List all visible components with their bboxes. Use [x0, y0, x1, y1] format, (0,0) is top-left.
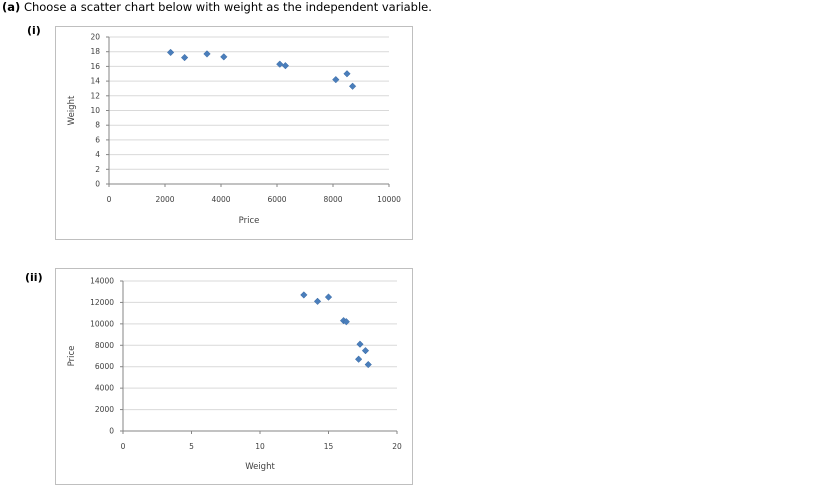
y-tick-label: 4000 — [95, 384, 114, 393]
y-tick-label: 2000 — [95, 405, 114, 414]
option-label-i[interactable]: (i) — [27, 24, 41, 37]
question-text: (a) Choose a scatter chart below with we… — [2, 0, 432, 14]
data-point — [220, 53, 228, 61]
x-tick-label: 10000 — [377, 195, 401, 204]
data-point — [276, 60, 284, 68]
x-tick-label: 10 — [255, 442, 265, 451]
y-axis-title: Price — [67, 346, 77, 367]
data-point — [354, 355, 363, 363]
x-tick-label: 0 — [107, 195, 112, 204]
data-point — [313, 297, 322, 306]
x-axis-title: Price — [239, 216, 260, 226]
data-point — [356, 340, 364, 348]
data-point — [180, 53, 189, 62]
y-tick-label: 8 — [95, 121, 100, 130]
y-tick-label: 12 — [90, 91, 100, 100]
y-tick-label: 14 — [90, 77, 100, 86]
x-tick-label: 8000 — [323, 195, 342, 204]
y-tick-label: 10000 — [90, 319, 114, 328]
data-point — [342, 318, 350, 326]
y-tick-label: 8000 — [95, 341, 114, 350]
chart-i-frame: 0 2 4 6 8 10 12 14 16 18 20 0 2000 4000 6000 8000 10000 P… — [55, 26, 413, 240]
x-tick-label: 15 — [324, 442, 334, 451]
x-tick-label: 4000 — [211, 195, 230, 204]
data-point — [361, 346, 370, 355]
y-tick-label: 18 — [90, 47, 100, 56]
data-point — [343, 70, 351, 78]
y-tick-label: 14000 — [90, 277, 114, 286]
data-point — [324, 293, 333, 301]
data-point — [364, 360, 372, 369]
x-tick-label: 0 — [121, 442, 126, 451]
data-point — [332, 75, 340, 84]
y-tick-label: 4 — [95, 150, 100, 159]
y-tick-label: 12000 — [90, 298, 114, 307]
chart-ii-frame: 0 2000 4000 6000 8000 10000 12000 14000 0 5 10 15 20… — [55, 268, 413, 485]
y-tick-label: 0 — [109, 427, 114, 436]
x-tick-label: 6000 — [267, 195, 286, 204]
y-tick-label: 16 — [90, 62, 100, 71]
y-tick-label: 6000 — [95, 362, 114, 371]
y-tick-label: 20 — [90, 33, 100, 42]
option-label-ii[interactable]: (ii) — [25, 271, 43, 284]
data-point — [300, 291, 308, 299]
data-point — [348, 82, 357, 90]
x-tick-label: 5 — [189, 442, 194, 451]
chart-ii: 0 2000 4000 6000 8000 10000 12000 14000 0 5 10 15 20… — [67, 277, 402, 473]
x-axis-title: Weight — [245, 462, 275, 472]
data-point — [281, 62, 290, 70]
data-point — [166, 48, 175, 57]
question-prompt: Choose a scatter chart below with weight… — [23, 0, 432, 14]
y-tick-label: 6 — [95, 135, 100, 144]
chart-i: 0 2 4 6 8 10 12 14 16 18 20 0 2000 4000 6000 8000 10000 P… — [67, 33, 401, 227]
x-tick-label: 2000 — [155, 195, 174, 204]
data-point — [203, 50, 211, 58]
question-part-label: (a) — [2, 0, 21, 14]
y-axis-title: Weight — [67, 95, 77, 125]
y-tick-label: 2 — [95, 165, 100, 174]
y-tick-label: 0 — [95, 180, 100, 189]
y-tick-label: 10 — [90, 106, 100, 115]
x-tick-label: 20 — [392, 442, 402, 451]
